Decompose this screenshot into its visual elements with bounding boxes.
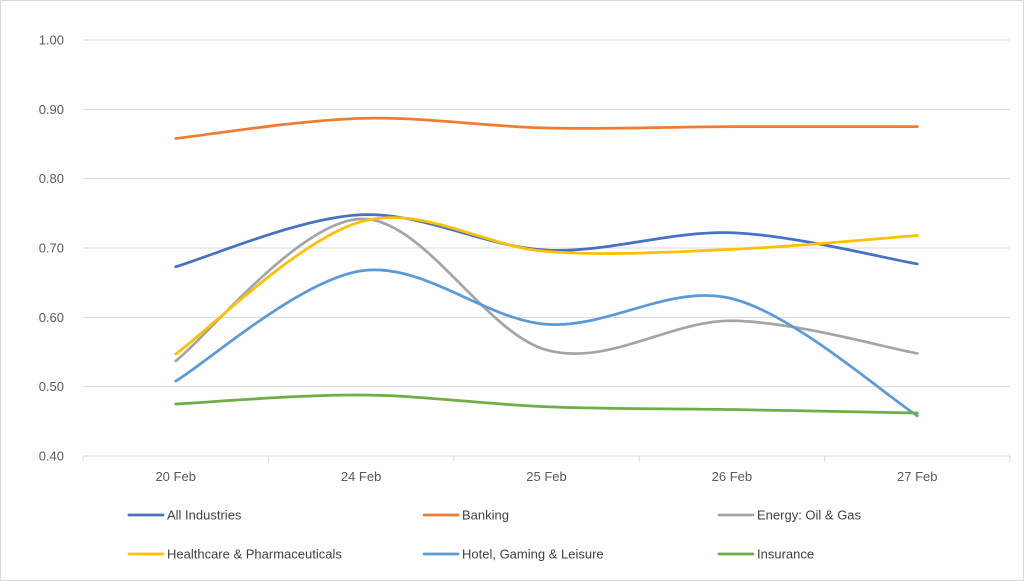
series-line-hotel-gaming-leisure	[174, 268, 919, 418]
y-tick-label: 0.80	[39, 171, 64, 186]
y-tick-label: 0.90	[39, 102, 64, 117]
legend: All Industries Banking Energy: Oil & Gas He…	[127, 508, 862, 562]
legend-label-healthcare-pharmaceuticals: Healthcare & Pharmaceuticals	[167, 547, 342, 562]
series-line-energy-oil-gas	[174, 217, 919, 363]
x-axis: 20 Feb 24 Feb 25 Feb 26 Feb 27 Feb	[82, 455, 1011, 484]
x-tick-label: 20 Feb	[155, 469, 195, 484]
series-line-all-industries	[174, 213, 919, 269]
x-tick-label: 26 Feb	[712, 469, 752, 484]
y-tick-label: 0.60	[39, 310, 64, 325]
x-tick-label: 24 Feb	[341, 469, 381, 484]
series-line-healthcare-pharmaceuticals	[174, 216, 919, 356]
series-line-insurance	[174, 393, 919, 415]
legend-label-banking: Banking	[462, 508, 509, 523]
y-tick-label: 1.00	[39, 33, 64, 48]
x-tick-label: 27 Feb	[897, 469, 937, 484]
legend-label-insurance: Insurance	[757, 547, 814, 562]
legend-label-all-industries: All Industries	[167, 508, 242, 523]
y-tick-label: 0.50	[39, 379, 64, 394]
y-tick-label: 0.70	[39, 241, 64, 256]
y-axis-ticks: 0.40 0.50 0.60 0.70 0.80 0.90 1.00	[39, 33, 64, 464]
y-tick-label: 0.40	[39, 449, 64, 464]
series-lines	[174, 116, 919, 418]
legend-label-hotel-gaming-leisure: Hotel, Gaming & Leisure	[462, 547, 604, 562]
gridlines	[83, 39, 1010, 388]
x-tick-label: 25 Feb	[526, 469, 566, 484]
legend-label-energy-oil-gas: Energy: Oil & Gas	[757, 508, 862, 523]
series-line-banking	[174, 116, 919, 140]
